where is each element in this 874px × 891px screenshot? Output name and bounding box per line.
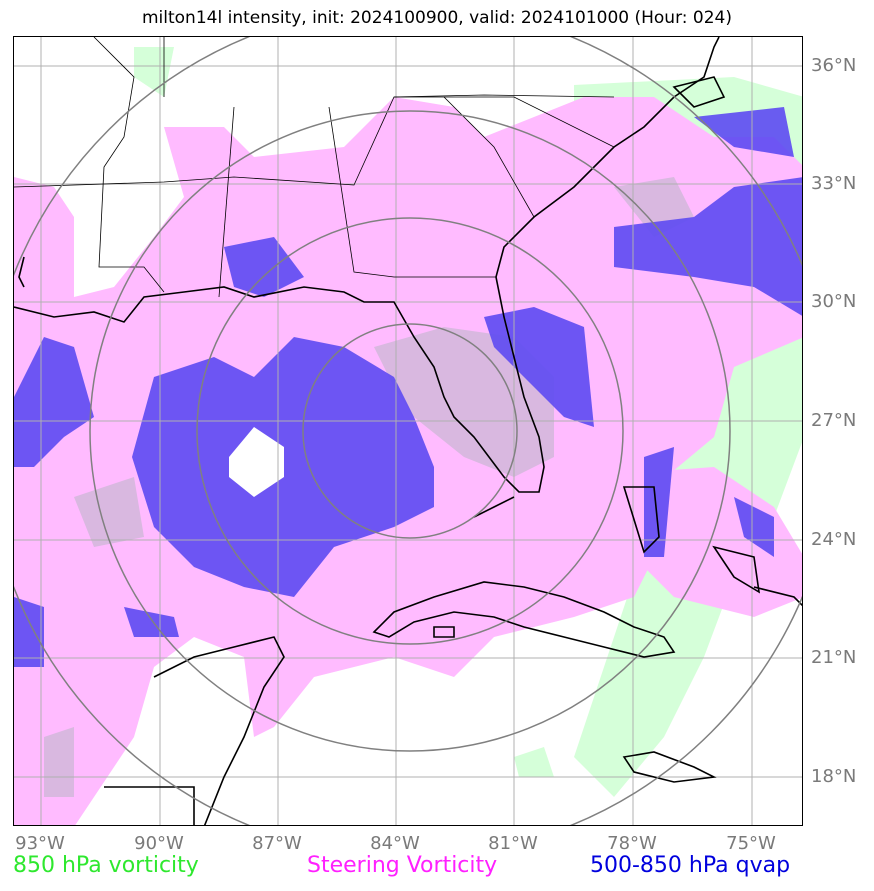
lat-label-27n: 27°N <box>811 410 857 431</box>
legend-steering-vorticity: Steering Vorticity <box>307 853 498 878</box>
lon-label-78w: 78°W <box>607 833 657 854</box>
map-svg <box>14 37 802 825</box>
legend-850-vorticity: 850 hPa vorticity <box>13 853 199 878</box>
lat-label-18n: 18°N <box>811 766 857 787</box>
lat-label-30n: 30°N <box>811 291 857 312</box>
range-rings <box>14 37 802 825</box>
lon-label-75w: 75°W <box>726 833 776 854</box>
lat-label-36n: 36°N <box>811 55 857 76</box>
plot-title: milton14l intensity, init: 2024100900, v… <box>141 8 732 28</box>
coastlines <box>14 37 802 825</box>
map-panel <box>13 36 803 826</box>
lat-label-33n: 33°N <box>811 173 857 194</box>
legend-qvap: 500-850 hPa qvap <box>590 853 791 878</box>
qvap-layer <box>14 107 802 667</box>
state-borders <box>14 37 615 298</box>
lon-label-87w: 87°W <box>252 833 302 854</box>
lon-label-93w: 93°W <box>15 833 65 854</box>
lat-label-24n: 24°N <box>811 529 857 550</box>
white-gap <box>229 427 284 497</box>
lat-label-21n: 21°N <box>811 647 857 668</box>
gridlines <box>14 37 802 825</box>
lon-label-84w: 84°W <box>370 833 420 854</box>
lon-label-81w: 81°W <box>488 833 538 854</box>
lon-label-90w: 90°W <box>134 833 184 854</box>
